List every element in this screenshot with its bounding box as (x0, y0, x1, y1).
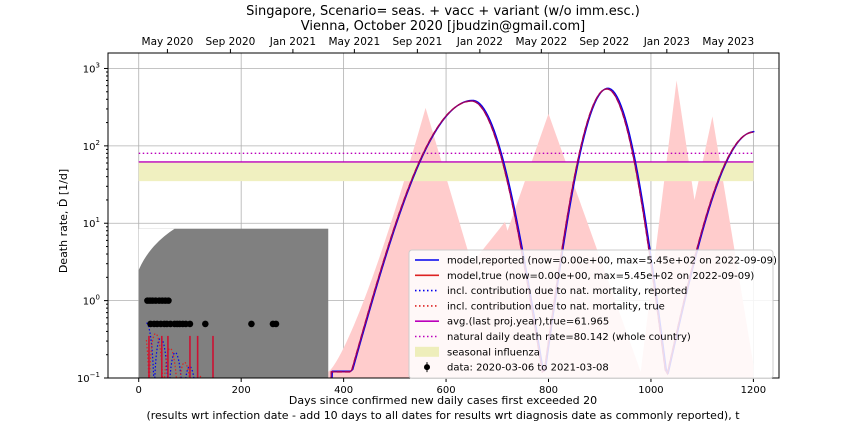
y-tick-label: 101 (83, 216, 100, 230)
top-date-label: Jan 2023 (643, 36, 690, 48)
top-date-label: Jan 2022 (456, 36, 503, 48)
legend-box (408, 249, 774, 379)
top-date-label: Sep 2020 (205, 36, 255, 48)
y-tick-label: 103 (83, 61, 100, 75)
x-tick-label: 400 (334, 385, 353, 396)
legend-label-model_reported: model,reported (now=0.00e+00, max=5.45e+… (447, 256, 777, 267)
legend-swatch-seasonal (415, 346, 439, 357)
legend-swatch-data (424, 364, 430, 371)
data-point (248, 320, 255, 328)
data-band-edge (138, 228, 175, 270)
top-date-label: May 2020 (142, 36, 194, 48)
top-date-label: May 2023 (702, 36, 754, 48)
x-tick-label: 1200 (741, 385, 766, 396)
legend-label-avg_line: avg.(last proj.year),true=61.965 (447, 317, 609, 328)
top-date-label: May 2022 (515, 36, 567, 48)
x-axis-label-line1: Days since confirmed new daily cases fir… (289, 394, 597, 407)
legend-label-natural_line: natural daily death rate=80.142 (whole c… (447, 332, 691, 343)
data-point (202, 320, 209, 328)
data-point (165, 297, 172, 304)
top-date-label: Sep 2021 (392, 36, 442, 48)
legend-label-model_true: model,true (now=0.00e+00, max=5.45e+02 o… (447, 271, 754, 282)
x-tick-label: 0 (136, 385, 142, 396)
legend-label-nat_reported: incl. contribution due to nat. mortality… (447, 286, 687, 297)
data-errorbar-band (138, 228, 329, 378)
x-tick-label: 200 (232, 385, 251, 396)
x-axis-label-line2: (results wrt infection date - add 10 day… (146, 409, 740, 422)
top-date-label: Sep 2022 (579, 36, 629, 48)
legend-label-data: data: 2020-03-06 to 2021-03-08 (447, 363, 609, 374)
seasonal-influenza-band (138, 161, 754, 182)
legend-label-seasonal: seasonal influenza (447, 347, 540, 358)
plot-area: 0 200 400 600 800 1000 1200 10−1 100 101 102 103 May… (77, 36, 780, 396)
x-tick-label: 800 (539, 385, 558, 396)
chart-title-line2: Vienna, October 2020 [jbudzin@gmail.com] (301, 19, 585, 34)
x-tick-label: 1000 (638, 385, 663, 396)
y-tick-label: 102 (83, 139, 100, 153)
x-tick-label: 600 (437, 385, 456, 396)
y-tick-label: 100 (83, 294, 100, 308)
data-point (186, 320, 194, 328)
chart-title-line1: Singapore, Scenario= seas. + vacc + vari… (246, 4, 640, 19)
chart-legend: model,reported (now=0.00e+00, max=5.45e+… (408, 249, 777, 379)
data-point (272, 320, 280, 328)
top-date-label: May 2021 (328, 36, 380, 48)
legend-label-nat_true: incl. contribution due to nat. mortality… (447, 301, 665, 312)
y-axis-label: Death rate, Ḋ [1/d] (57, 169, 70, 273)
top-date-label: Jan 2021 (269, 36, 316, 48)
y-tick-label: 10−1 (77, 371, 100, 385)
